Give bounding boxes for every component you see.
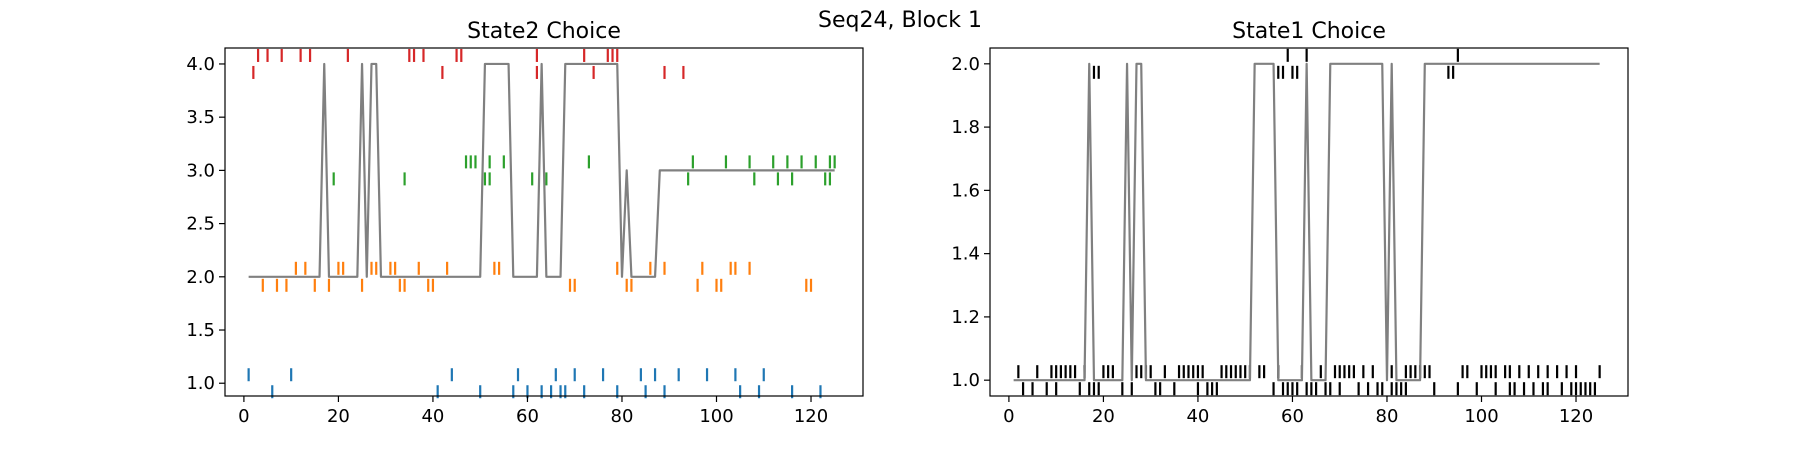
choice-series-line	[1013, 62, 1600, 382]
subplot-state2-choice: State2 Choice 0 20 40 60 80 100 120 1.0 1.5 2.0 2.5…	[186, 19, 864, 427]
x-tick-label: 0	[238, 406, 249, 427]
y-tick-label: 2.0	[951, 54, 980, 75]
y-tick-label: 1.6	[951, 180, 980, 201]
y-tick-label: 1.2	[951, 307, 980, 328]
y-tick-label: 4.0	[186, 54, 215, 75]
y-tick-label: 2.5	[186, 214, 215, 235]
x-tick-label: 120	[794, 406, 828, 427]
x-tick-label: 80	[611, 406, 634, 427]
subplot-title: State2 Choice	[467, 19, 621, 44]
x-tick-label: 80	[1376, 406, 1399, 427]
y-tick-label: 1.5	[186, 320, 215, 341]
y-tick-label: 2.0	[186, 267, 215, 288]
x-tick-label: 0	[1003, 406, 1014, 427]
x-tick-label: 20	[327, 406, 350, 427]
choice-series-line	[248, 62, 835, 278]
axes-frame	[224, 47, 864, 397]
y-tick-label: 1.8	[951, 117, 980, 138]
x-tick-label: 100	[699, 406, 733, 427]
subplot-state1-choice: State1 Choice 0 20 40 60 80 100 120 1.0 1.2 1.4 1.6…	[951, 19, 1629, 427]
figure-suptitle: Seq24, Block 1	[818, 8, 982, 33]
x-tick-label: 40	[1186, 406, 1209, 427]
y-tick-label: 3.0	[186, 160, 215, 181]
x-tick-label: 120	[1559, 406, 1593, 427]
y-tick-label: 1.0	[951, 370, 980, 391]
x-tick-label: 60	[1281, 406, 1304, 427]
y-tick-label: 1.0	[186, 373, 215, 394]
y-tick-label: 1.4	[951, 244, 980, 265]
x-tick-label: 100	[1464, 406, 1498, 427]
subplot-title: State1 Choice	[1232, 19, 1386, 44]
event-ticks	[1017, 48, 1601, 396]
y-tick-label: 3.5	[186, 107, 215, 128]
axes-frame	[989, 47, 1629, 397]
x-tick-label: 60	[516, 406, 539, 427]
x-tick-label: 20	[1092, 406, 1115, 427]
x-tick-label: 40	[421, 406, 444, 427]
